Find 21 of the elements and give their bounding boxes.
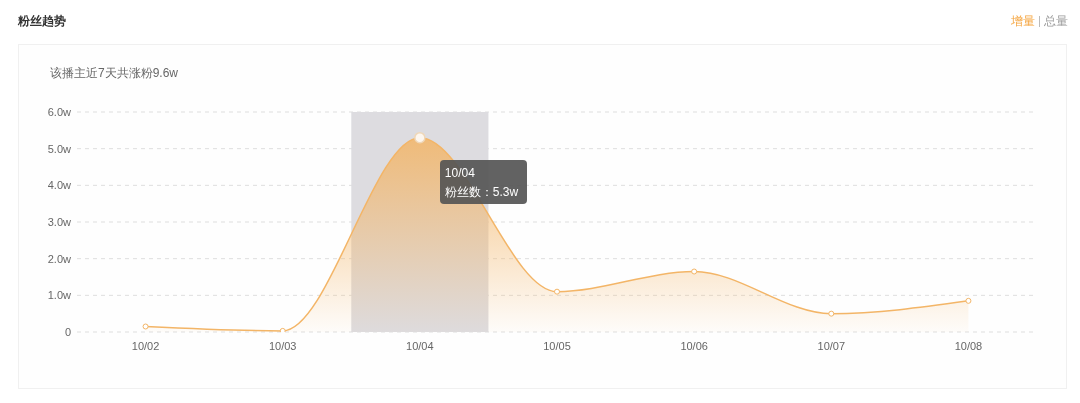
x-tick-label: 10/05 (543, 339, 571, 352)
y-tick-label: 0 (64, 325, 71, 338)
y-tick-label: 3.0w (47, 215, 72, 228)
y-tick-label: 6.0w (47, 105, 72, 118)
x-tick-label: 10/06 (680, 339, 708, 352)
x-tick-label: 10/02 (131, 339, 160, 352)
text: 增量 (1011, 14, 1035, 28)
annotation: 粉丝数：5.3w (444, 184, 519, 199)
x-tick-label: 10/04 (406, 339, 434, 352)
y-tick-label: 1.0w (47, 289, 72, 302)
annotation: 10/04 (444, 165, 475, 180)
x-tick-label: 10/08 (954, 339, 983, 352)
y-tick-label: 5.0w (47, 142, 72, 155)
y-tick-label: 2.0w (47, 252, 72, 265)
chart-title: 粉丝趋势 (18, 14, 66, 28)
y-tick-label: 4.0w (47, 179, 72, 192)
text: 总量 (1044, 14, 1068, 28)
x-tick-label: 10/07 (817, 339, 846, 352)
x-tick-label: 10/03 (268, 339, 297, 352)
chart-subtitle: 该播主近7天共涨粉9.6w (50, 66, 179, 80)
tooltip-box: 10/04 粉丝数：5.3w (439, 159, 528, 204)
